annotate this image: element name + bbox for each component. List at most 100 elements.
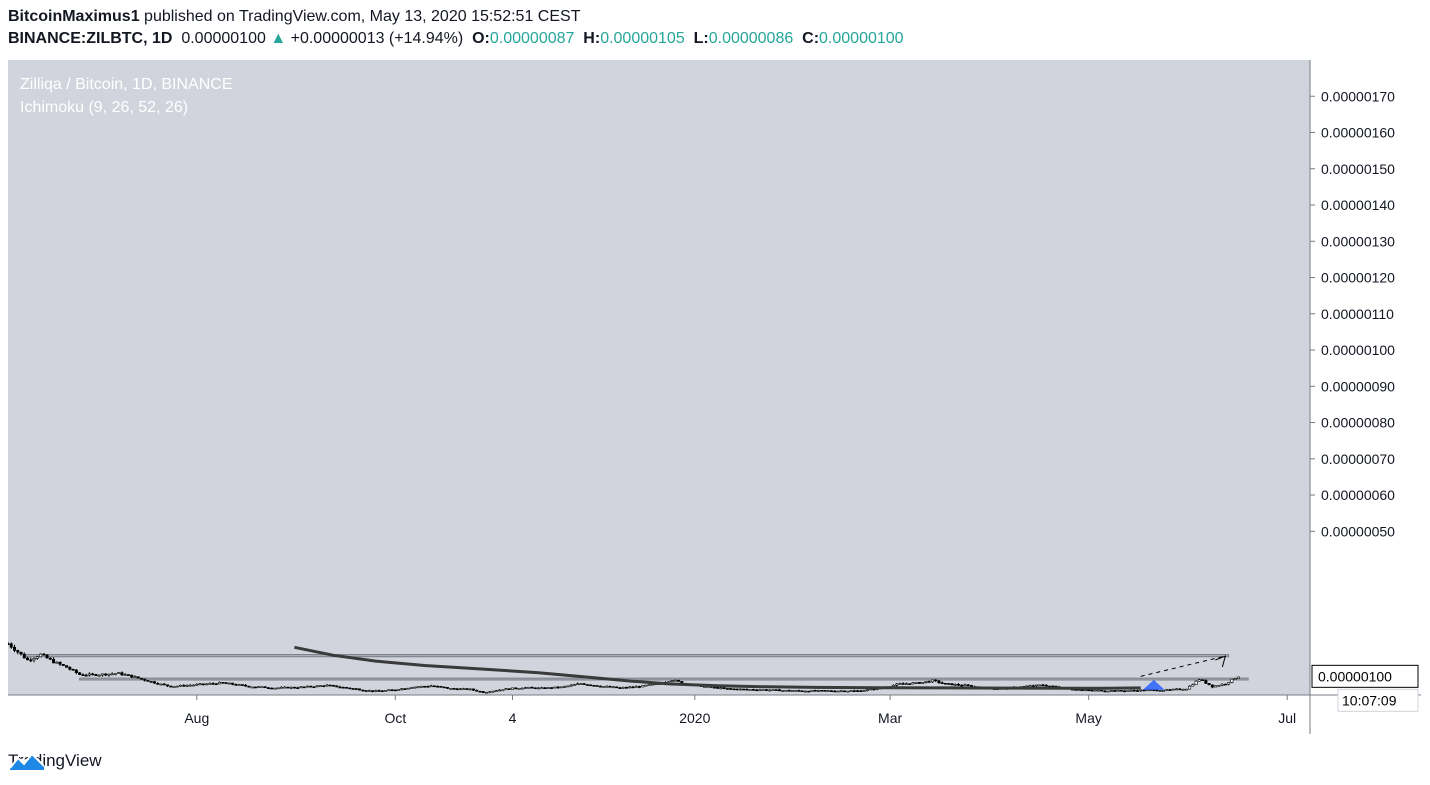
price-tick-label: 0.00000060 — [1321, 487, 1395, 503]
candle-body — [790, 690, 794, 692]
candle-body — [1217, 685, 1221, 687]
candle-body — [592, 685, 596, 687]
candle-body — [260, 686, 264, 688]
candle-body — [1126, 690, 1130, 692]
candle-body — [442, 686, 446, 689]
candle-body — [325, 684, 329, 687]
candle-body — [631, 686, 635, 689]
candle-body — [901, 683, 905, 685]
candle-body — [146, 680, 150, 682]
candle-body — [218, 682, 222, 685]
chart-area[interactable]: Zilliqa / Bitcoin, 1D, BINANCE Ichimoku (… — [8, 60, 1421, 734]
candle-body — [266, 687, 270, 690]
price-change: +0.00000013 (+14.94%) — [290, 30, 464, 47]
candle-body — [100, 673, 104, 676]
candle-body — [719, 687, 723, 690]
symbol-label: BINANCE:ZILBTC, 1D — [8, 30, 173, 47]
candle-body — [331, 685, 335, 687]
candle-body — [742, 688, 746, 691]
candle-body — [1077, 689, 1081, 692]
candle-body — [556, 686, 560, 689]
candle-body — [751, 689, 755, 691]
candle-body — [371, 690, 375, 692]
candle-body — [126, 674, 130, 676]
candle-body — [1201, 679, 1205, 681]
candle-body — [113, 673, 117, 675]
candle-body — [777, 689, 781, 692]
candle-body — [296, 687, 300, 689]
candle-body — [452, 688, 456, 690]
candle-body — [455, 688, 459, 691]
candle-body — [91, 673, 95, 676]
candle-body — [205, 683, 209, 686]
candle-body — [839, 690, 843, 693]
price-chart[interactable]: Zilliqa / Bitcoin, 1D, BINANCE Ichimoku (… — [8, 60, 1421, 734]
candle-body — [774, 689, 778, 691]
candle-body — [403, 688, 407, 690]
candle-body — [1236, 676, 1240, 679]
candle-body — [286, 686, 290, 689]
candle-body — [797, 690, 801, 692]
candle-body — [1109, 690, 1113, 692]
candle-body — [165, 684, 169, 687]
candle-body — [13, 646, 17, 651]
candle-body — [803, 690, 807, 693]
high-value: 0.00000105 — [600, 30, 685, 47]
candle-body — [201, 683, 205, 686]
tradingview-logo-icon — [9, 752, 45, 770]
candle-body — [543, 687, 547, 690]
candle-body — [563, 686, 567, 688]
candle-body — [71, 668, 75, 671]
candle-body — [852, 690, 856, 692]
candle-body — [68, 667, 72, 670]
candle-body — [491, 690, 495, 693]
candle-body — [540, 687, 544, 690]
candle-body — [517, 688, 521, 690]
candle-body — [511, 687, 515, 690]
author-name[interactable]: BitcoinMaximus1 — [8, 8, 140, 25]
candle-body — [865, 689, 869, 691]
moving-average-line — [294, 645, 1141, 690]
candle-body — [644, 684, 648, 687]
candle-body — [185, 685, 189, 687]
price-tick-label: 0.00000120 — [1321, 270, 1395, 286]
candle-body — [257, 686, 261, 689]
legend-indicator: Ichimoku (9, 26, 52, 26) — [20, 99, 188, 116]
price-tick-label: 0.00000150 — [1321, 161, 1395, 177]
plot-background — [8, 60, 1310, 695]
time-tick-label: Aug — [184, 710, 209, 726]
price-tick-label: 0.00000080 — [1321, 415, 1395, 431]
candle-body — [641, 685, 645, 688]
candle-body — [576, 683, 580, 686]
candle-body — [598, 685, 602, 688]
candle-body — [159, 683, 163, 686]
candle-body — [1132, 689, 1136, 692]
candle-body — [139, 677, 143, 680]
candle-body — [930, 679, 934, 683]
candle-body — [550, 687, 554, 689]
candle-body — [273, 687, 277, 690]
candle-body — [1083, 689, 1087, 692]
candle-body — [559, 686, 563, 689]
candle-body — [380, 690, 384, 693]
candle-body — [1155, 689, 1159, 692]
candle-body — [1139, 689, 1143, 692]
candle-body — [377, 690, 381, 692]
candle-body — [384, 690, 388, 692]
candle-body — [390, 689, 394, 692]
candle-body — [1129, 689, 1133, 692]
candle-body — [484, 691, 488, 694]
candle-body — [524, 687, 528, 689]
candle-body — [947, 683, 951, 685]
candle-body — [1038, 684, 1042, 687]
candle-body — [367, 690, 371, 692]
candle-body — [423, 685, 427, 688]
candle-body — [214, 683, 218, 685]
candle-body — [533, 687, 537, 690]
candle-body — [553, 686, 557, 689]
candle-body — [104, 673, 108, 676]
last-price-label: 0.00000100 — [1318, 668, 1392, 684]
candle-body — [859, 690, 863, 692]
candle-body — [1220, 683, 1224, 686]
candle-body — [758, 689, 762, 692]
